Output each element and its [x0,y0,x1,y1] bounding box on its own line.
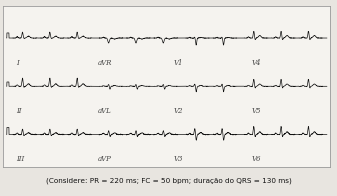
Text: aVL: aVL [98,107,112,115]
Text: V2: V2 [173,107,183,115]
Text: (Considere: PR = 220 ms; FC = 50 bpm; duração do QRS = 130 ms): (Considere: PR = 220 ms; FC = 50 bpm; du… [45,178,292,184]
Text: V4: V4 [252,59,261,67]
Text: I: I [17,59,19,67]
Text: V5: V5 [252,107,261,115]
Text: V1: V1 [173,59,183,67]
Text: III: III [17,155,25,163]
Text: II: II [17,107,22,115]
Text: aVR: aVR [98,59,113,67]
Text: V6: V6 [252,155,261,163]
Text: aVP: aVP [98,155,112,163]
Text: V3: V3 [173,155,183,163]
